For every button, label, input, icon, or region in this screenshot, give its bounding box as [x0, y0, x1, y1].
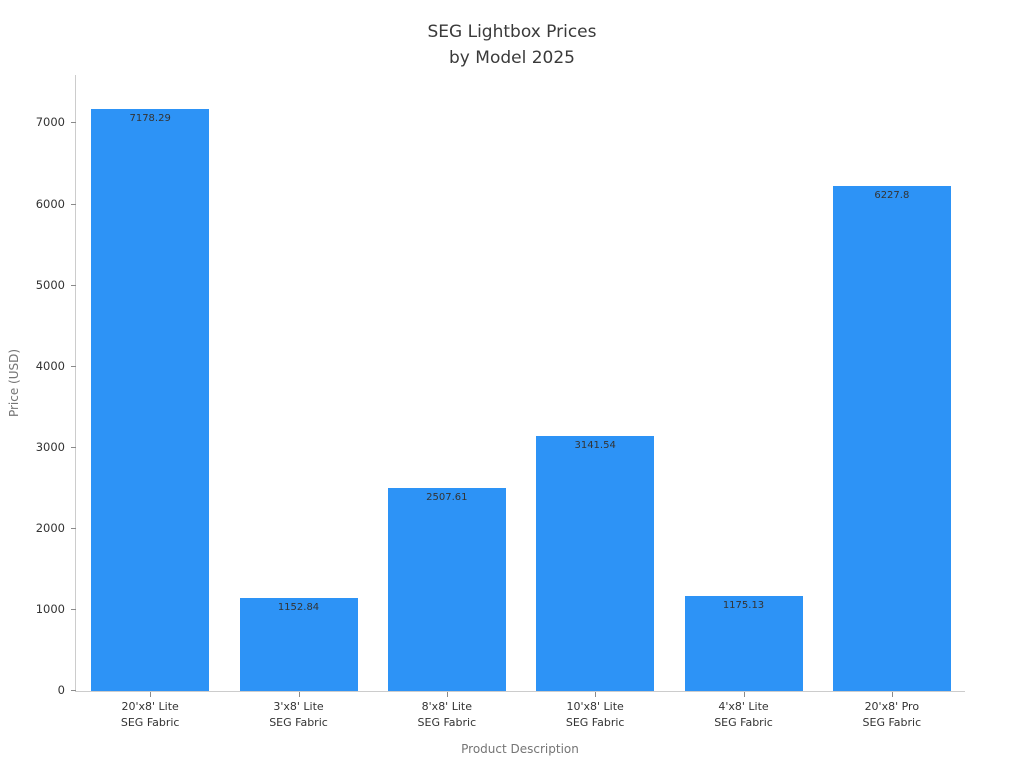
x-tick-label: 4'x8' Lite SEG Fabric	[714, 700, 773, 729]
bar: 2507.61	[387, 487, 506, 691]
y-axis-title: Price (USD)	[7, 348, 21, 418]
bar-value-label: 1175.13	[722, 599, 765, 611]
y-tick-label: 1000	[35, 601, 65, 616]
y-tick-mark	[71, 284, 76, 286]
bar: 1175.13	[684, 595, 803, 691]
y-tick-mark	[71, 446, 76, 448]
bar: 3141.54	[536, 436, 655, 691]
y-tick-mark	[71, 527, 76, 529]
x-axis-title: Product Description	[461, 742, 579, 756]
y-tick-mark	[71, 608, 76, 610]
bar-value-label: 2507.61	[426, 491, 468, 503]
x-tick-mark	[891, 692, 893, 697]
y-tick-mark	[71, 690, 76, 691]
chart-title: SEG Lightbox Prices by Model 2025	[0, 19, 1024, 71]
x-tick-mark	[150, 692, 152, 697]
y-tick-mark	[71, 365, 76, 367]
y-tick-label: 6000	[35, 196, 65, 211]
plot-area: 0 1000 2000 3000 4000 5000 6000 7000 7178.29 20'x…	[36, 75, 965, 729]
y-tick-mark	[71, 203, 76, 205]
x-tick-label: 10'x8' Lite SEG Fabric	[565, 700, 625, 729]
x-tick-mark	[743, 692, 745, 697]
chart-title-line2: by Model 2025	[449, 48, 575, 68]
bar: 7178.29	[91, 109, 210, 691]
bar-value-label: 6227.8	[874, 190, 910, 202]
x-tick-mark	[595, 692, 597, 697]
y-tick-label: 0	[57, 683, 65, 697]
bar-value-label: 7178.29	[129, 113, 171, 125]
x-tick-label: 8'x8' Lite SEG Fabric	[417, 700, 477, 729]
bar-value-label: 1152.84	[277, 601, 320, 613]
y-tick-label: 3000	[35, 439, 65, 454]
x-tick-mark	[298, 692, 300, 697]
x-tick-label: 3'x8' Lite SEG Fabric	[269, 700, 328, 729]
y-tick-label: 5000	[35, 277, 65, 292]
y-tick-label: 2000	[35, 520, 65, 535]
chart-title-line1: SEG Lightbox Prices	[427, 22, 597, 42]
bar: 1152.84	[239, 597, 358, 691]
bar: 6227.8	[832, 186, 951, 691]
y-tick-label: 7000	[35, 115, 65, 130]
x-tick-label: 20'x8' Pro SEG Fabric	[862, 700, 922, 729]
x-tick-label: 20'x8' Lite SEG Fabric	[120, 700, 180, 729]
x-tick-mark	[446, 692, 448, 697]
y-tick-mark	[71, 122, 76, 124]
y-tick-label: 4000	[35, 358, 65, 373]
bar-value-label: 3141.54	[574, 440, 616, 452]
